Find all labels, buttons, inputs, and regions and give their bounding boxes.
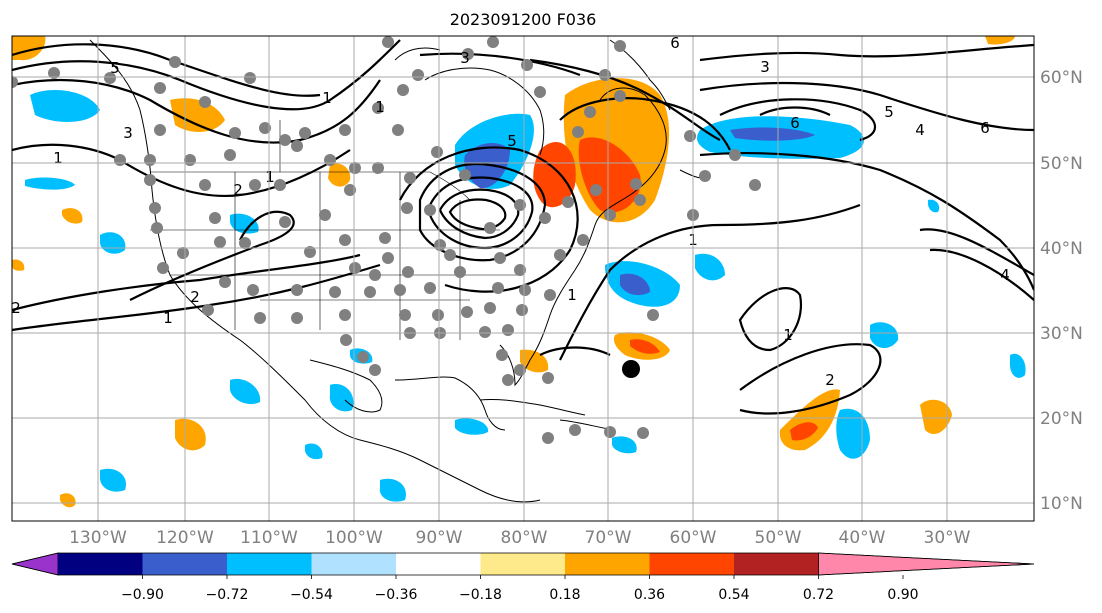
- lon-label: 90°W: [416, 528, 463, 548]
- contour-label: 1: [783, 326, 793, 344]
- lon-label: 40°W: [839, 528, 886, 548]
- contour-label: 1: [265, 168, 275, 186]
- contour-label: 2: [825, 371, 835, 389]
- colorbar-outline: [11, 552, 1035, 576]
- contour-label: 1: [567, 286, 577, 304]
- contour-lines: [12, 39, 1034, 415]
- contour-label: 2: [190, 288, 200, 306]
- colorbar-tick-label: −0.36: [375, 587, 418, 603]
- colorbar-swatch: [311, 553, 396, 575]
- contour-label: 1: [322, 89, 332, 107]
- lat-label: 40°N: [1040, 239, 1083, 259]
- colorbar-tick-label: −0.72: [206, 587, 249, 603]
- contour-label: 6: [790, 114, 800, 132]
- lon-label: 50°W: [755, 528, 802, 548]
- station-dots: [12, 36, 761, 444]
- lon-label: 80°W: [501, 528, 548, 548]
- map-frame: [11, 35, 1035, 522]
- colorbar-swatch: [142, 553, 227, 575]
- colorbar-swatch: [734, 553, 819, 575]
- contour-label: 5: [110, 59, 120, 77]
- lon-label: 100°W: [325, 528, 383, 548]
- lon-label: 60°W: [670, 528, 717, 548]
- colorbar-swatch: [649, 553, 734, 575]
- contour-label: 5: [507, 132, 517, 150]
- contour-label: 3: [760, 58, 770, 76]
- contour-label: 1: [53, 149, 63, 167]
- contour-label: 1: [163, 309, 173, 327]
- contour-label: 4: [915, 121, 925, 139]
- contour-label: 2: [233, 181, 243, 199]
- colorbar-tick-label: 0.90: [887, 587, 918, 603]
- colorbar: [11, 552, 1035, 576]
- latitude-labels: 60°N 50°N 40°N 30°N 20°N 10°N: [1040, 68, 1083, 514]
- colorbar-tick-label: 0.72: [803, 587, 834, 603]
- lon-label: 120°W: [156, 528, 214, 548]
- lat-label: 60°N: [1040, 68, 1083, 88]
- contour-label: 2: [11, 299, 21, 317]
- lat-label: 10°N: [1040, 494, 1083, 514]
- lon-label: 110°W: [240, 528, 298, 548]
- contour-label: 6: [980, 119, 990, 137]
- colorbar-tick-label: −0.90: [121, 587, 164, 603]
- colorbar-swatch: [227, 553, 312, 575]
- colorbar-tick-label: 0.54: [718, 587, 749, 603]
- lon-label: 70°W: [585, 528, 632, 548]
- lat-label: 20°N: [1040, 409, 1083, 429]
- lat-label: 30°N: [1040, 324, 1083, 344]
- colorbar-swatch: [396, 553, 481, 575]
- colorbar-extend-low: [11, 552, 59, 576]
- colorbar-swatch: [565, 553, 650, 575]
- contour-label: 4: [1000, 266, 1010, 284]
- contour-label: 1: [375, 98, 385, 116]
- contour-label: 3: [123, 124, 133, 142]
- colorbar-tick-label: −0.54: [290, 587, 333, 603]
- contour-label: 3: [460, 49, 470, 67]
- colorbar-extend-high: [818, 552, 1035, 576]
- lon-label: 130°W: [69, 528, 127, 548]
- colorbar-swatch: [58, 553, 143, 575]
- longitude-labels: 130°W 120°W 110°W 100°W 90°W 80°W 70°W 60°W 50°W…: [69, 528, 971, 548]
- colorbar-swatch: [480, 553, 565, 575]
- contour-label: 6: [670, 34, 680, 52]
- graticule: [12, 36, 1034, 521]
- contour-label: 5: [884, 103, 894, 121]
- lat-label: 50°N: [1040, 154, 1083, 174]
- colorbar-tick-label: 0.18: [549, 587, 580, 603]
- map-title: 2023091200 F036: [449, 10, 597, 29]
- storm-center-marker: [622, 360, 640, 378]
- colorbar-tick-label: 0.36: [634, 587, 665, 603]
- colorbar-labels: −0.90 −0.72 −0.54 −0.36 −0.18 0.18 0.36 0.54 0.7…: [121, 575, 919, 603]
- colorbar-tick-label: −0.18: [459, 587, 502, 603]
- lon-label: 30°W: [924, 528, 971, 548]
